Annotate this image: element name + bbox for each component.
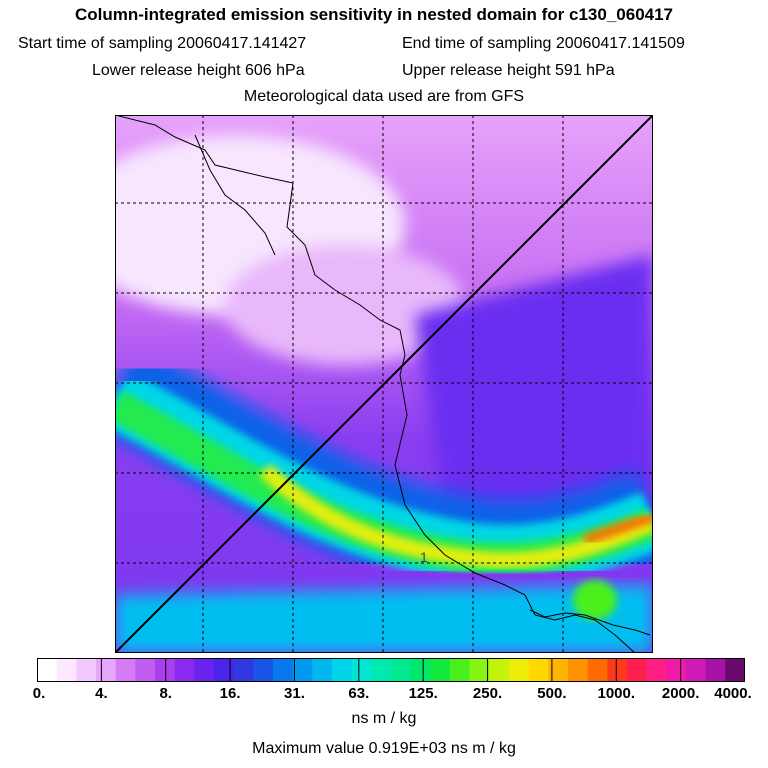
chart-title: Column-integrated emission sensitivity i… <box>74 5 674 24</box>
colorbar-tick-label: 500. <box>537 685 567 702</box>
colorbar-tick-label: 63. <box>348 685 370 702</box>
colorbar-swatch <box>292 658 313 682</box>
colorbar-swatch <box>96 658 117 682</box>
colorbar-swatch <box>509 658 530 682</box>
colorbar-tick-label: 31. <box>284 685 305 702</box>
colorbar-swatch <box>76 658 97 682</box>
colorbar-swatch <box>450 658 471 682</box>
colorbar-swatch <box>371 658 392 682</box>
colorbar-swatch <box>194 658 215 682</box>
met-data-label: Meteorological data used are from GFS <box>243 88 525 105</box>
colorbar-tick-label: 4. <box>95 685 108 702</box>
colorbar-swatch <box>332 658 353 682</box>
plot-frame <box>115 115 653 653</box>
colorbar-swatch <box>607 658 628 682</box>
border-line <box>529 609 651 636</box>
colorbar-swatch <box>233 658 254 682</box>
colorbar-tick-label: 1000. <box>597 685 636 702</box>
colorbar-swatch <box>174 658 195 682</box>
colorbar <box>37 658 745 682</box>
colorbar-swatch <box>686 658 707 682</box>
colorbar-swatch <box>705 658 726 682</box>
colorbar-swatch <box>37 658 58 682</box>
plume-max-band <box>583 512 653 545</box>
colorbar-swatch <box>469 658 490 682</box>
sensitivity-blob <box>573 580 617 620</box>
colorbar-swatch <box>155 658 176 682</box>
colorbar-swatch <box>135 658 156 682</box>
max-value-label: Maximum value 0.919E+03 ns m / kg <box>252 740 516 757</box>
contour-annotation: 1 <box>420 549 428 565</box>
colorbar-swatch <box>587 658 608 682</box>
colorbar-tick-label: 16. <box>219 685 241 702</box>
colorbar-swatch <box>56 658 77 682</box>
sensitivity-map: 1 <box>115 115 653 653</box>
colorbar-swatch <box>273 658 294 682</box>
upper-release-label: Upper release height 591 hPa <box>402 62 615 79</box>
colorbar-swatch <box>627 658 648 682</box>
colorbar-swatch <box>528 658 549 682</box>
colorbar-tick-label: 0. <box>32 685 46 702</box>
colorbar-frame <box>37 658 745 682</box>
colorbar-units: ns m / kg <box>351 710 417 727</box>
colorbar-swatch <box>666 658 687 682</box>
colorbar-tick-label: 4000. <box>714 685 752 702</box>
colorbar-tick-label: 125. <box>408 685 438 702</box>
start-time-label: Start time of sampling 20060417.141427 <box>18 35 307 52</box>
colorbar-swatch <box>548 658 569 682</box>
colorbar-swatch <box>725 658 745 682</box>
colorbar-swatch <box>312 658 333 682</box>
colorbar-swatch <box>568 658 589 682</box>
plume-yellow-band <box>259 464 653 569</box>
colorbar-tick-label: 2000. <box>661 685 700 702</box>
low-sensitivity-region-2 <box>225 245 465 365</box>
colorbar-swatch <box>646 658 667 682</box>
colorbar-swatch <box>489 658 510 682</box>
colorbar-tick-label: 8. <box>159 685 172 702</box>
colorbar-swatch <box>214 658 235 682</box>
colorbar-swatch <box>391 658 412 682</box>
colorbar-tick-label: 250. <box>472 685 503 702</box>
end-time-label: End time of sampling 20060417.141509 <box>402 35 685 52</box>
colorbar-swatch <box>351 658 372 682</box>
lower-cyan-region <box>115 585 653 653</box>
medium-sensitivity-region <box>415 255 653 535</box>
colorbar-swatch <box>430 658 451 682</box>
lower-release-label: Lower release height 606 hPa <box>92 62 305 79</box>
colorbar-swatch <box>115 658 136 682</box>
colorbar-swatch <box>253 658 274 682</box>
coastline <box>115 115 636 653</box>
colorbar-swatch <box>410 658 431 682</box>
diagonal-line <box>115 115 653 653</box>
